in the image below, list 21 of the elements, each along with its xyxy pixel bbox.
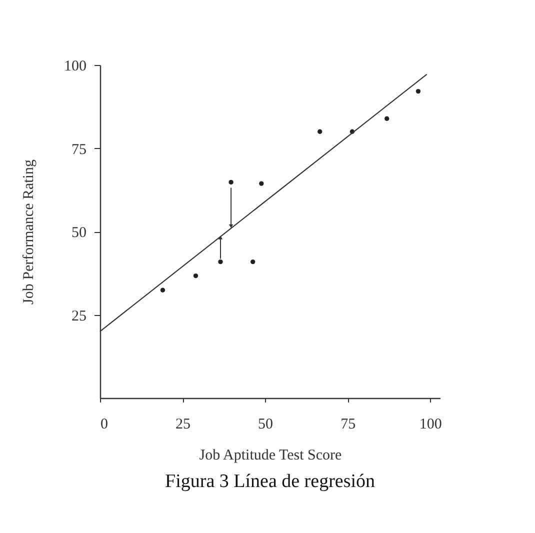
point	[160, 288, 166, 292]
point	[228, 180, 234, 185]
x-tick-label: 100	[419, 416, 442, 432]
point	[259, 181, 264, 186]
point	[416, 88, 421, 94]
y-tick-label: 50	[72, 225, 86, 241]
point	[250, 259, 256, 264]
point	[193, 273, 198, 278]
point	[318, 129, 322, 134]
x-tick-label: 50	[258, 416, 274, 432]
point	[218, 259, 223, 264]
y-tick-label: 75	[72, 142, 86, 158]
point	[384, 116, 390, 121]
text: Figura 3 Línea de regresión	[165, 471, 376, 492]
x-tick-label: 0	[100, 416, 108, 432]
y-axis-title: Job Performance Rating	[21, 159, 37, 304]
y-tick-label: 100	[64, 58, 86, 74]
x-tick-label: 75	[340, 416, 356, 432]
x-axis-title: Job Aptitude Test Score	[199, 448, 342, 464]
x-tick-label: 25	[176, 416, 191, 432]
y-tick-label: 25	[72, 308, 86, 324]
